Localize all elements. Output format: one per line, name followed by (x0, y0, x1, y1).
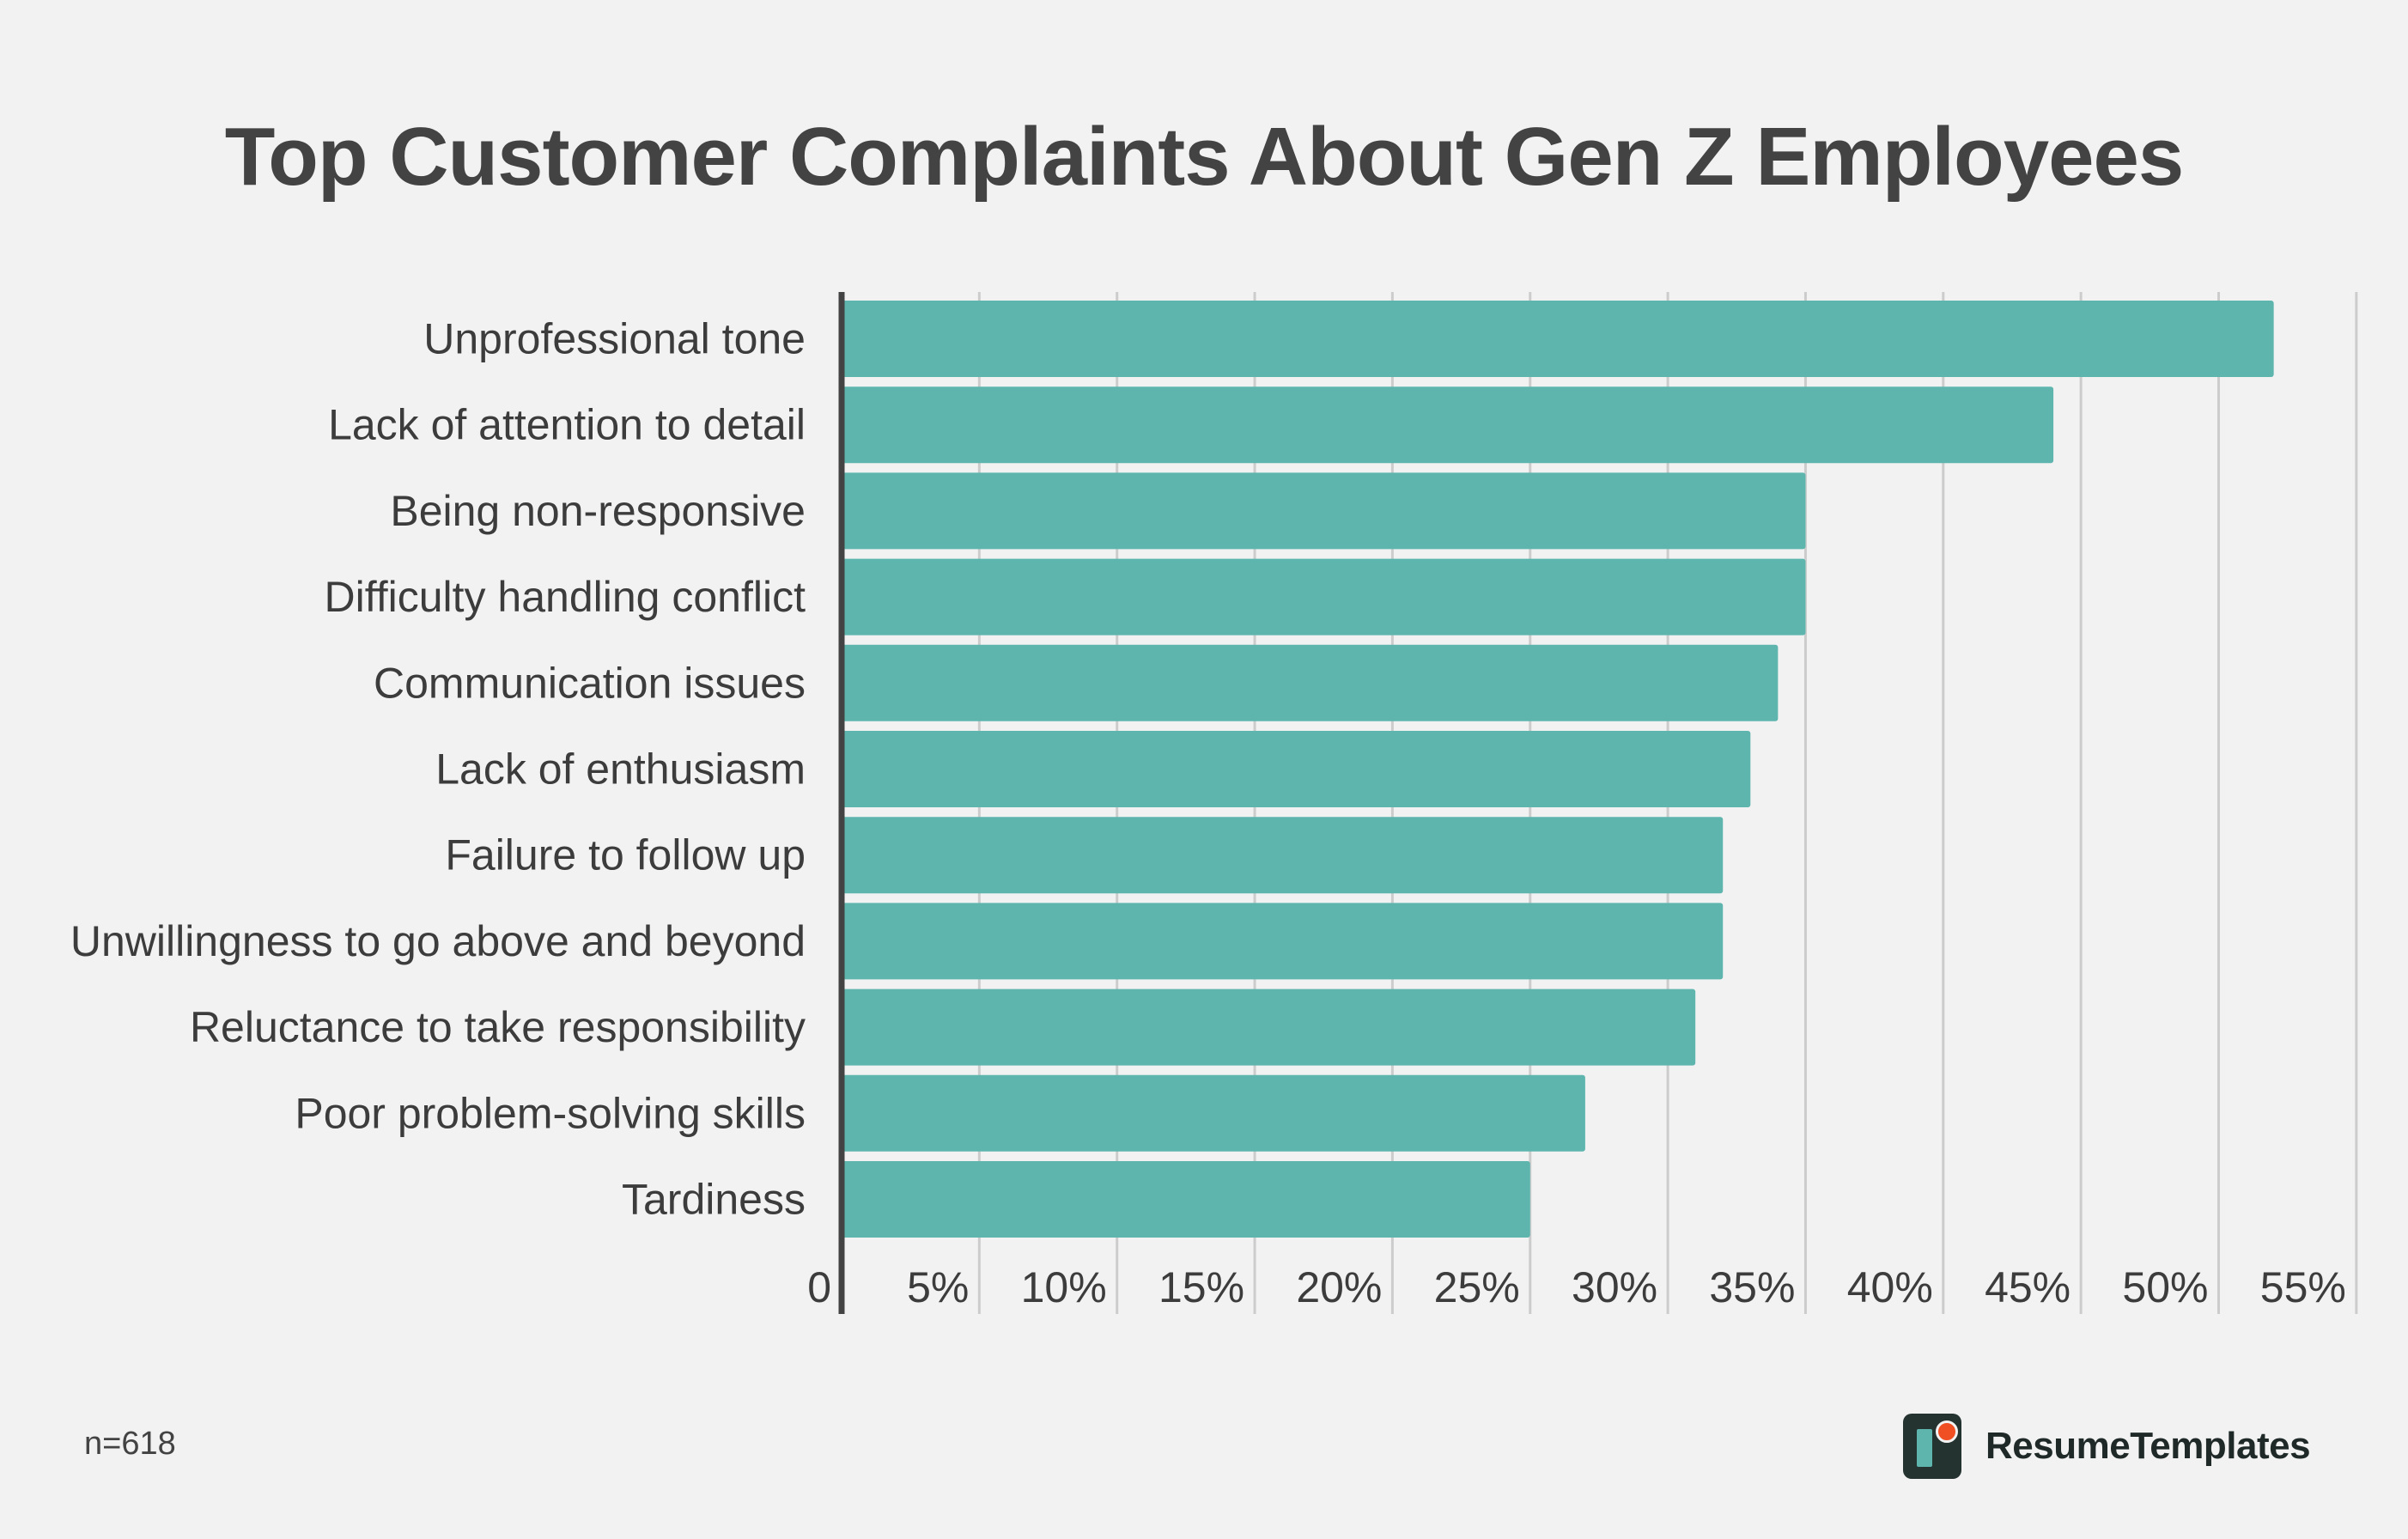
category-label: Reluctance to take responsibility (190, 1003, 806, 1051)
x-tick-labels: 0 5% 10% 15% 20% 25% 30% 35% 40% 45% 50% 55% (807, 1263, 2346, 1311)
bar (842, 731, 1751, 807)
bar (842, 558, 1806, 636)
bars (842, 301, 2274, 1238)
category-labels: Unprofessional tone Lack of attention to … (70, 315, 806, 1224)
category-label: Difficulty handling conflict (325, 573, 806, 621)
bar (842, 1161, 1530, 1238)
brand-name: ResumeTemplates (1985, 1425, 2311, 1467)
category-label: Communication issues (374, 659, 806, 707)
x-tick-label: 25% (1434, 1263, 1520, 1311)
bar (842, 386, 2054, 464)
category-label: Unwillingness to go above and beyond (70, 917, 806, 965)
x-tick-label: 35% (1709, 1263, 1795, 1311)
brand-logo-icon (1903, 1414, 1961, 1479)
x-tick-label: 30% (1572, 1263, 1657, 1311)
x-tick-label: 55% (2260, 1263, 2346, 1311)
x-tick-label: 0 (807, 1263, 831, 1311)
brand: ResumeTemplates (1903, 1412, 2311, 1481)
bar (842, 903, 1724, 980)
sample-size-note: n=618 (84, 1426, 176, 1462)
x-tick-label: 20% (1296, 1263, 1382, 1311)
bar (842, 817, 1724, 894)
x-tick-label: 50% (2122, 1263, 2208, 1311)
category-label: Lack of enthusiasm (435, 745, 806, 794)
x-tick-label: 40% (1847, 1263, 1933, 1311)
category-label: Failure to follow up (445, 831, 806, 879)
category-label: Unprofessional tone (423, 315, 806, 363)
category-label: Being non-responsive (390, 487, 806, 535)
category-label: Lack of attention to detail (328, 401, 806, 449)
bar (842, 644, 1779, 721)
category-label: Tardiness (622, 1176, 806, 1224)
x-tick-label: 5% (907, 1263, 969, 1311)
bar (842, 472, 1806, 550)
x-tick-label: 10% (1021, 1263, 1107, 1311)
bar (842, 1074, 1585, 1152)
bar (842, 988, 1696, 1066)
chart-title: Top Customer Complaints About Gen Z Empl… (224, 111, 2185, 203)
bar (842, 301, 2274, 377)
x-tick-label: 15% (1158, 1263, 1244, 1311)
category-label: Poor problem-solving skills (295, 1089, 806, 1137)
x-tick-label: 45% (1985, 1263, 2071, 1311)
